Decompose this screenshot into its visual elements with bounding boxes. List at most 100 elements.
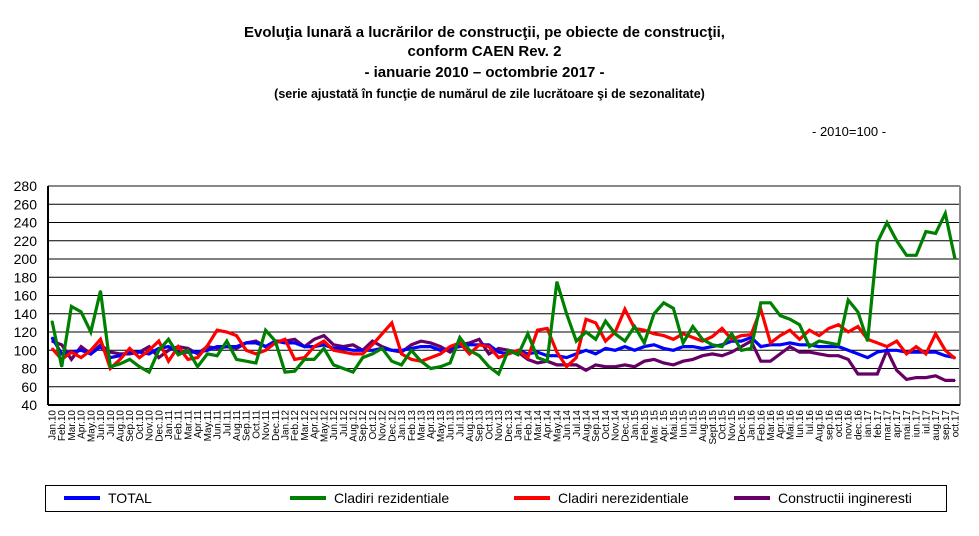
data-point bbox=[721, 345, 723, 348]
data-point bbox=[585, 349, 587, 352]
x-tick-label: Aug.16 bbox=[815, 410, 826, 442]
data-point bbox=[779, 314, 782, 317]
data-point bbox=[585, 331, 587, 333]
data-point bbox=[672, 349, 675, 352]
data-point bbox=[857, 325, 859, 328]
data-point bbox=[633, 365, 636, 368]
x-tick-label: Mar.11 bbox=[183, 410, 194, 440]
data-point bbox=[429, 356, 432, 359]
x-tick-label: Sep.13 bbox=[475, 410, 486, 442]
data-point bbox=[478, 338, 481, 341]
data-point bbox=[905, 254, 908, 257]
x-tick-label: Jul.10 bbox=[106, 410, 117, 437]
data-point bbox=[954, 379, 956, 382]
data-point bbox=[177, 345, 180, 348]
data-point bbox=[565, 356, 568, 359]
data-point bbox=[439, 365, 442, 368]
data-point bbox=[255, 353, 257, 355]
data-point bbox=[119, 354, 121, 357]
data-point bbox=[604, 365, 607, 368]
data-point bbox=[167, 338, 170, 341]
data-point bbox=[779, 353, 782, 355]
data-point bbox=[196, 351, 199, 353]
data-point bbox=[264, 345, 267, 348]
legend-label: Constructii ingineresti bbox=[778, 490, 912, 506]
data-point bbox=[692, 358, 694, 361]
x-tick-label: Aug.14 bbox=[582, 410, 593, 442]
data-point bbox=[128, 358, 131, 361]
data-point bbox=[818, 353, 820, 355]
data-point bbox=[60, 365, 63, 368]
data-point bbox=[488, 353, 490, 355]
data-point bbox=[721, 354, 723, 357]
x-tick-label: Sep.11 bbox=[242, 410, 253, 441]
legend-item: Cladiri nerezidentiale bbox=[514, 490, 689, 506]
x-tick-label: Feb.11 bbox=[174, 410, 185, 441]
x-tick-label: Jul.11 bbox=[222, 410, 233, 436]
y-tick-label: 140 bbox=[14, 306, 38, 322]
data-point bbox=[51, 347, 53, 350]
x-tick-label: Jan.11 bbox=[164, 410, 175, 440]
data-point bbox=[546, 360, 548, 363]
x-tick-label: Dec.13 bbox=[504, 410, 515, 442]
data-point bbox=[148, 371, 150, 373]
data-point bbox=[798, 343, 801, 346]
data-point bbox=[119, 358, 121, 361]
data-point bbox=[614, 333, 616, 335]
data-point bbox=[662, 362, 665, 364]
x-tick-label: Nov.12 bbox=[378, 410, 389, 441]
data-point bbox=[497, 356, 500, 359]
x-tick-label: Oct.13 bbox=[484, 410, 495, 440]
x-tick-label: Jun.12 bbox=[329, 410, 340, 440]
data-point bbox=[429, 342, 432, 344]
data-point bbox=[556, 281, 558, 283]
data-point bbox=[70, 305, 73, 308]
unit-note: - 2010=100 - bbox=[812, 124, 887, 139]
x-tick-label: Apr.14 bbox=[543, 410, 554, 439]
data-point bbox=[439, 353, 442, 355]
data-point bbox=[575, 356, 578, 359]
x-tick-label: Oct.10 bbox=[135, 410, 146, 440]
data-point bbox=[546, 327, 548, 330]
data-point bbox=[274, 340, 277, 342]
x-tick-label: Jan.14 bbox=[514, 410, 525, 440]
data-point bbox=[536, 329, 539, 331]
legend-swatch bbox=[734, 496, 770, 500]
data-point bbox=[789, 329, 791, 331]
data-point bbox=[526, 333, 529, 335]
x-tick-label: Feb.13 bbox=[407, 410, 418, 442]
data-point bbox=[760, 302, 762, 304]
data-point bbox=[323, 334, 325, 337]
data-point bbox=[148, 345, 150, 348]
x-tick-label: Feb.12 bbox=[290, 410, 301, 442]
x-tick-label: Feb.16 bbox=[756, 410, 767, 442]
data-point bbox=[556, 351, 558, 353]
data-point bbox=[847, 299, 849, 301]
data-point bbox=[594, 353, 597, 355]
data-point bbox=[206, 349, 209, 352]
data-point bbox=[915, 376, 917, 379]
data-point bbox=[789, 318, 791, 321]
data-point bbox=[323, 340, 325, 342]
data-point bbox=[235, 334, 238, 337]
data-point bbox=[779, 334, 782, 337]
data-point bbox=[565, 365, 568, 368]
data-point bbox=[284, 371, 286, 373]
x-tick-label: Apr.10 bbox=[77, 410, 88, 439]
data-point bbox=[187, 349, 189, 352]
y-tick-label: 200 bbox=[14, 251, 38, 267]
data-point bbox=[624, 345, 626, 348]
data-point bbox=[303, 345, 306, 348]
data-point bbox=[895, 340, 898, 342]
data-point bbox=[323, 343, 325, 346]
x-tick-label: Jan.10 bbox=[48, 410, 59, 440]
legend-swatch bbox=[64, 496, 100, 500]
x-tick-label: May.14 bbox=[552, 410, 563, 442]
x-tick-label: Aug.12 bbox=[349, 410, 360, 442]
data-point bbox=[361, 349, 364, 352]
data-point bbox=[857, 353, 859, 355]
data-point bbox=[604, 320, 607, 322]
data-point bbox=[614, 365, 616, 368]
chart-title-line-3: - ianuarie 2010 – octombrie 2017 - bbox=[364, 64, 605, 81]
data-point bbox=[954, 258, 956, 260]
